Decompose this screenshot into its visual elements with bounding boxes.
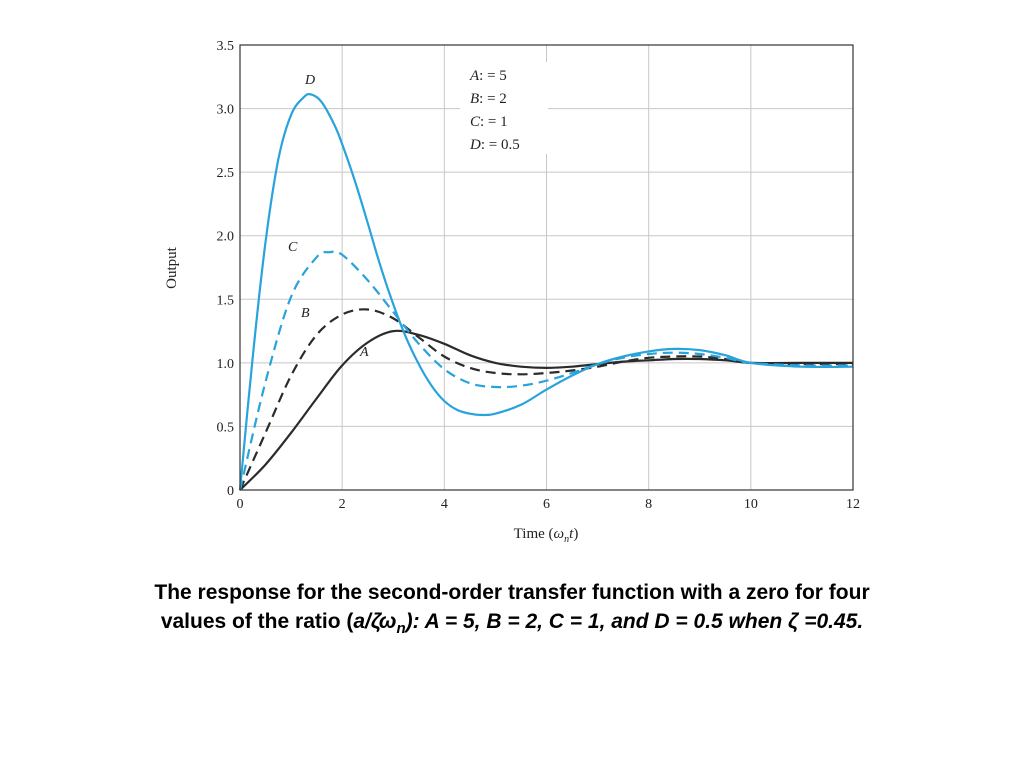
legend-box	[460, 62, 548, 154]
x-tick-label: 2	[339, 497, 346, 512]
legend-entry-d: D: = 0.5	[469, 137, 520, 153]
legend-entry-a: A: = 5	[469, 68, 507, 84]
y-tick-labels: 0 0.5 1.0 1.5 2.0 2.5 3.0 3.5	[217, 39, 235, 499]
y-tick-label: 0	[227, 484, 234, 499]
x-tick-label: 10	[744, 497, 758, 512]
x-tick-label: 0	[237, 497, 244, 512]
x-axis-label: Time (ωnt)	[514, 526, 579, 545]
legend-entry-c: C: = 1	[470, 114, 508, 130]
caption-line-2: values of the ratio (a/ζωn): A = 5, B = …	[160, 610, 864, 638]
curve-label-c: C	[288, 240, 298, 255]
y-tick-label: 1.0	[217, 357, 235, 372]
y-tick-label: 2.0	[217, 230, 235, 245]
series-curves	[238, 92, 854, 491]
series-line-c	[238, 250, 854, 491]
y-tick-label: 3.5	[217, 39, 235, 54]
curve-label-a: A	[359, 345, 369, 360]
y-axis-label: Output	[164, 246, 180, 289]
plot-frame	[239, 44, 854, 491]
x-tick-label: 6	[543, 497, 550, 512]
series-line-a	[239, 329, 853, 491]
y-tick-label: 0.5	[217, 420, 235, 435]
output-chart: 0 2 4 6 8 10 12 0 0.5 1.0 1.5 2.0 2.5 3.0 3.5 A: = 5 B…	[164, 39, 861, 545]
x-tick-labels: 0 2 4 6 8 10 12	[237, 497, 861, 512]
series-line-b	[238, 308, 854, 491]
caption-line-1: The response for the second-order transf…	[154, 581, 870, 604]
y-tick-label: 1.5	[217, 293, 235, 308]
curve-label-b: B	[301, 306, 310, 321]
x-tick-label: 8	[645, 497, 652, 512]
figure-caption: The response for the second-order transf…	[40, 578, 984, 643]
legend-entry-b: B: = 2	[470, 91, 507, 107]
x-tick-label: 12	[846, 497, 860, 512]
legend: A: = 5 B: = 2 C: = 1 D: = 0.5	[469, 68, 520, 153]
series-line-d	[238, 92, 854, 491]
y-tick-label: 3.0	[217, 103, 235, 118]
y-tick-label: 2.5	[217, 166, 235, 181]
curve-label-d: D	[304, 73, 315, 88]
x-tick-label: 4	[441, 497, 448, 512]
